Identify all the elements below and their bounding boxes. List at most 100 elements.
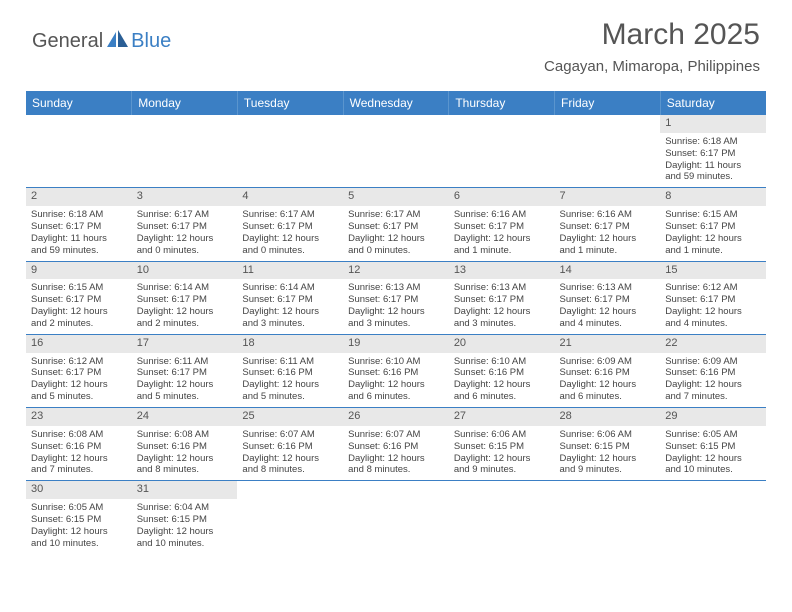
day-number: 30: [26, 481, 132, 499]
day-number: 24: [132, 408, 238, 426]
day-number: 28: [555, 408, 661, 426]
day-number: 31: [132, 481, 238, 499]
day-number: 20: [449, 335, 555, 353]
logo-text-general: General: [32, 30, 103, 53]
day-number: 10: [132, 262, 238, 280]
daylight-text: and 2 minutes.: [31, 318, 127, 330]
daylight-text: Daylight: 12 hours: [31, 526, 127, 538]
sunrise-text: Sunrise: 6:14 AM: [242, 282, 338, 294]
daylight-text: Daylight: 12 hours: [665, 233, 761, 245]
sunrise-text: Sunrise: 6:13 AM: [454, 282, 550, 294]
calendar-empty-cell: [343, 481, 449, 554]
day-header: Friday: [555, 91, 661, 115]
sunset-text: Sunset: 6:17 PM: [137, 294, 233, 306]
day-header: Sunday: [26, 91, 132, 115]
sunset-text: Sunset: 6:15 PM: [560, 441, 656, 453]
daylight-text: and 0 minutes.: [348, 245, 444, 257]
sunrise-text: Sunrise: 6:13 AM: [348, 282, 444, 294]
sunset-text: Sunset: 6:16 PM: [348, 367, 444, 379]
day-number: 29: [660, 408, 766, 426]
daylight-text: Daylight: 12 hours: [137, 379, 233, 391]
sunset-text: Sunset: 6:16 PM: [560, 367, 656, 379]
daylight-text: Daylight: 12 hours: [31, 453, 127, 465]
day-number: 1: [660, 115, 766, 133]
daylight-text: Daylight: 12 hours: [665, 306, 761, 318]
calendar-day-cell: 5Sunrise: 6:17 AMSunset: 6:17 PMDaylight…: [343, 188, 449, 261]
calendar-empty-cell: [449, 481, 555, 554]
day-number: 17: [132, 335, 238, 353]
sunrise-text: Sunrise: 6:12 AM: [31, 356, 127, 368]
calendar-day-cell: 8Sunrise: 6:15 AMSunset: 6:17 PMDaylight…: [660, 188, 766, 261]
calendar-header-row: SundayMondayTuesdayWednesdayThursdayFrid…: [26, 91, 766, 115]
daylight-text: Daylight: 12 hours: [665, 379, 761, 391]
sunrise-text: Sunrise: 6:16 AM: [560, 209, 656, 221]
sunrise-text: Sunrise: 6:08 AM: [31, 429, 127, 441]
sunrise-text: Sunrise: 6:07 AM: [242, 429, 338, 441]
sunrise-text: Sunrise: 6:08 AM: [137, 429, 233, 441]
sunrise-text: Sunrise: 6:09 AM: [560, 356, 656, 368]
day-header: Tuesday: [237, 91, 343, 115]
header: General Blue March 2025 Cagayan, Mimarop…: [0, 0, 792, 83]
sunset-text: Sunset: 6:16 PM: [454, 367, 550, 379]
daylight-text: and 9 minutes.: [454, 464, 550, 476]
title-block: March 2025 Cagayan, Mimaropa, Philippine…: [544, 18, 760, 75]
calendar-day-cell: 7Sunrise: 6:16 AMSunset: 6:17 PMDaylight…: [555, 188, 661, 261]
calendar-empty-cell: [26, 115, 132, 188]
sunset-text: Sunset: 6:15 PM: [454, 441, 550, 453]
sunrise-text: Sunrise: 6:11 AM: [137, 356, 233, 368]
daylight-text: and 0 minutes.: [242, 245, 338, 257]
calendar-day-cell: 11 Sunrise: 6:14 AMSunset: 6:17 PMDayligh…: [237, 261, 343, 334]
daylight-text: and 7 minutes.: [31, 464, 127, 476]
calendar-day-cell: 18Sunrise: 6:11 AMSunset: 6:16 PMDayligh…: [237, 334, 343, 407]
daylight-text: and 9 minutes.: [560, 464, 656, 476]
calendar-week-row: 9Sunrise: 6:15 AMSunset: 6:17 PMDaylight…: [26, 261, 766, 334]
day-number: 14: [555, 262, 661, 280]
calendar-empty-cell: [132, 115, 238, 188]
daylight-text: Daylight: 12 hours: [242, 233, 338, 245]
sunrise-text: Sunrise: 6:17 AM: [242, 209, 338, 221]
daylight-text: and 4 minutes.: [665, 318, 761, 330]
calendar-day-cell: 26Sunrise: 6:07 AMSunset: 6:16 PMDayligh…: [343, 408, 449, 481]
day-number: 16: [26, 335, 132, 353]
day-number: 7: [555, 188, 661, 206]
daylight-text: and 2 minutes.: [137, 318, 233, 330]
calendar-empty-cell: [449, 115, 555, 188]
daylight-text: and 5 minutes.: [137, 391, 233, 403]
daylight-text: and 10 minutes.: [31, 538, 127, 550]
calendar-day-cell: 10Sunrise: 6:14 AMSunset: 6:17 PMDayligh…: [132, 261, 238, 334]
day-number: 9: [26, 262, 132, 280]
sunset-text: Sunset: 6:17 PM: [137, 367, 233, 379]
calendar-day-cell: 19Sunrise: 6:10 AMSunset: 6:16 PMDayligh…: [343, 334, 449, 407]
sunrise-text: Sunrise: 6:18 AM: [665, 136, 761, 148]
sunrise-text: Sunrise: 6:13 AM: [560, 282, 656, 294]
sunset-text: Sunset: 6:16 PM: [665, 367, 761, 379]
daylight-text: and 1 minute.: [665, 245, 761, 257]
sunset-text: Sunset: 6:17 PM: [348, 221, 444, 233]
daylight-text: Daylight: 12 hours: [242, 306, 338, 318]
day-number: 11: [237, 262, 343, 280]
daylight-text: Daylight: 12 hours: [454, 379, 550, 391]
sunrise-text: Sunrise: 6:15 AM: [665, 209, 761, 221]
daylight-text: and 4 minutes.: [560, 318, 656, 330]
sunset-text: Sunset: 6:17 PM: [31, 221, 127, 233]
sunset-text: Sunset: 6:17 PM: [242, 294, 338, 306]
sunrise-text: Sunrise: 6:17 AM: [137, 209, 233, 221]
day-number: 25: [237, 408, 343, 426]
month-title: March 2025: [544, 18, 760, 52]
day-number: 18: [237, 335, 343, 353]
daylight-text: and 10 minutes.: [665, 464, 761, 476]
calendar-day-cell: 4Sunrise: 6:17 AMSunset: 6:17 PMDaylight…: [237, 188, 343, 261]
sunrise-text: Sunrise: 6:12 AM: [665, 282, 761, 294]
sunset-text: Sunset: 6:16 PM: [242, 441, 338, 453]
daylight-text: and 6 minutes.: [560, 391, 656, 403]
daylight-text: and 3 minutes.: [242, 318, 338, 330]
calendar-day-cell: 17 Sunrise: 6:11 AMSunset: 6:17 PMDayligh…: [132, 334, 238, 407]
daylight-text: and 10 minutes.: [137, 538, 233, 550]
calendar-day-cell: 29Sunrise: 6:05 AMSunset: 6:15 PMDayligh…: [660, 408, 766, 481]
sunrise-text: Sunrise: 6:18 AM: [31, 209, 127, 221]
daylight-text: and 6 minutes.: [348, 391, 444, 403]
day-number: 26: [343, 408, 449, 426]
daylight-text: Daylight: 11 hours: [665, 160, 761, 172]
sunrise-text: Sunrise: 6:11 AM: [242, 356, 338, 368]
calendar-day-cell: 2Sunrise: 6:18 AMSunset: 6:17 PMDaylight…: [26, 188, 132, 261]
